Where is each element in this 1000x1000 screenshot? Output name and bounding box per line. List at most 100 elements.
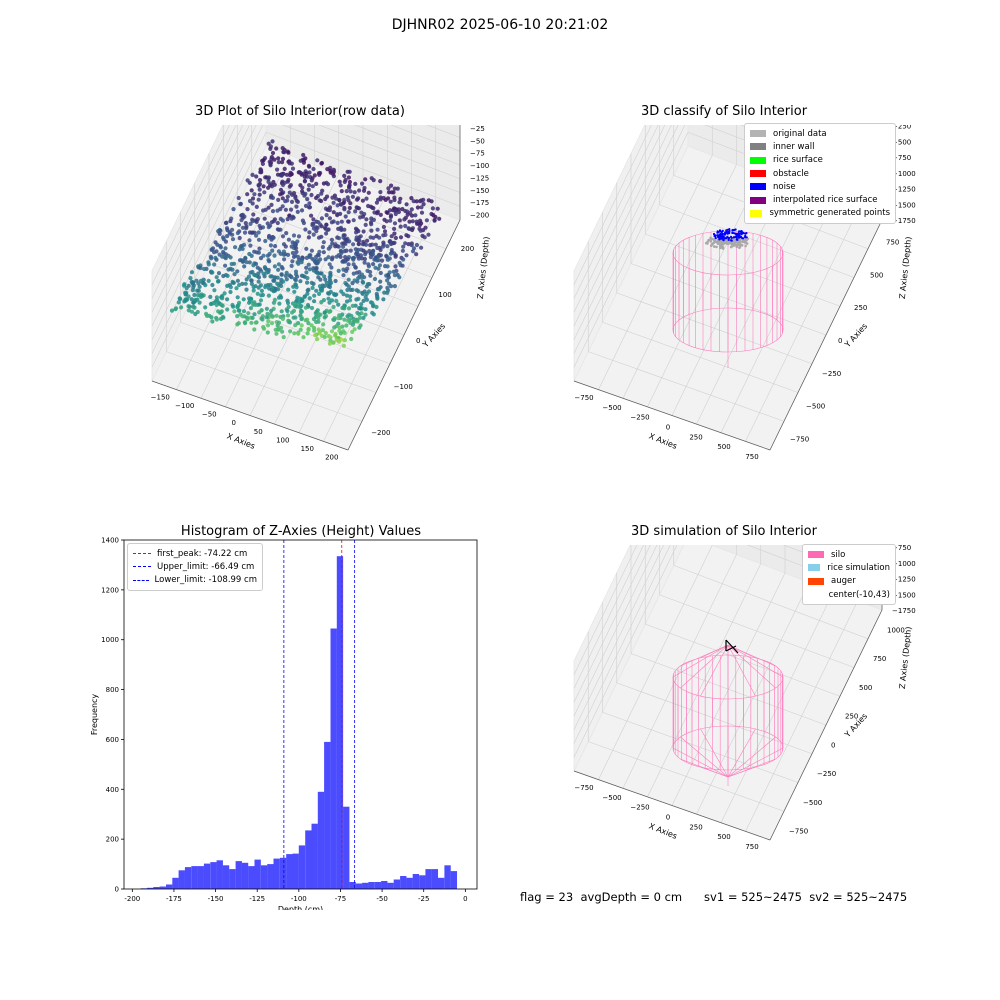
x-tick-label: −750	[574, 784, 593, 792]
histogram-bar	[362, 882, 369, 889]
data-point	[314, 288, 319, 293]
data-point	[365, 238, 370, 243]
data-point	[335, 203, 340, 208]
grid-line	[151, 125, 230, 285]
data-point	[400, 263, 405, 268]
data-point	[269, 184, 275, 189]
grid-line	[745, 210, 859, 442]
legend-swatch	[750, 130, 766, 138]
data-point	[220, 296, 225, 301]
roof-line	[672, 644, 729, 678]
data-point	[270, 314, 275, 319]
data-point	[341, 273, 346, 278]
data-point	[381, 233, 386, 238]
data-point	[391, 269, 396, 274]
data-point	[275, 323, 280, 328]
floor-line	[672, 747, 729, 778]
y-tick-label: −750	[790, 436, 809, 444]
data-point	[324, 231, 329, 236]
noise-point	[745, 232, 748, 235]
data-point	[326, 296, 331, 301]
data-point	[369, 228, 374, 233]
data-point	[248, 221, 253, 226]
back-left-pane	[573, 545, 685, 772]
data-point	[400, 248, 405, 253]
data-point	[414, 252, 419, 257]
original-point	[709, 239, 713, 243]
data-point	[351, 218, 356, 223]
data-point	[363, 177, 368, 182]
original-point	[733, 238, 737, 241]
data-point	[228, 255, 233, 260]
data-point	[389, 183, 394, 188]
data-point	[348, 294, 353, 299]
x-tick-label: -200	[124, 895, 140, 903]
z-tick-label: −1250	[892, 186, 916, 194]
data-point	[296, 234, 302, 239]
data-point	[298, 309, 304, 315]
data-point	[331, 340, 336, 345]
data-point	[345, 287, 350, 293]
data-point	[414, 199, 419, 204]
grid-line	[659, 594, 855, 668]
data-point	[344, 323, 349, 328]
data-point	[371, 178, 376, 183]
z-axis-label: Z Axies (Depth)	[898, 236, 914, 299]
noise-point	[728, 229, 731, 233]
data-point	[260, 161, 265, 166]
data-point	[252, 327, 257, 332]
original-point	[706, 242, 709, 245]
data-point	[393, 264, 398, 269]
data-point	[331, 304, 336, 310]
histogram-bar	[254, 859, 261, 889]
data-point	[259, 288, 264, 293]
data-point	[372, 276, 378, 282]
data-point	[329, 257, 335, 262]
data-point	[283, 244, 288, 249]
legend-entry: first_peak: -74.22 cm	[133, 547, 257, 560]
data-point	[307, 201, 312, 206]
data-point	[309, 323, 314, 328]
data-point	[342, 306, 347, 311]
histogram-bar	[216, 860, 223, 889]
data-point	[307, 183, 312, 188]
data-point	[360, 181, 365, 186]
data-point	[339, 202, 344, 207]
legend-label: inner wall	[773, 141, 815, 152]
noise-point	[726, 232, 729, 235]
data-point	[351, 242, 356, 247]
legend-swatch	[750, 196, 766, 204]
data-point	[359, 302, 364, 307]
data-point	[347, 179, 352, 185]
x-tick-label: 0	[666, 424, 670, 432]
histogram-bar	[178, 870, 185, 889]
data-point	[341, 343, 346, 348]
original-point	[726, 242, 730, 245]
data-point	[345, 169, 350, 174]
data-point	[249, 278, 254, 283]
z-tick-label: −1000	[892, 170, 916, 178]
grid-line	[298, 201, 412, 433]
data-point	[314, 181, 319, 186]
data-point	[252, 192, 257, 197]
flag-text: flag = 23	[520, 890, 574, 904]
data-point	[312, 299, 317, 304]
noise-point	[732, 236, 735, 239]
data-point	[197, 284, 202, 289]
data-point	[295, 209, 300, 214]
data-point	[362, 260, 367, 265]
data-point	[188, 276, 193, 281]
floor-line	[700, 728, 729, 778]
data-point	[392, 226, 397, 231]
data-point	[291, 233, 297, 238]
data-point	[225, 273, 230, 278]
data-point	[332, 325, 337, 330]
data-point	[321, 322, 326, 327]
data-point	[192, 292, 197, 298]
data-point	[321, 181, 326, 186]
data-point	[325, 167, 330, 172]
x-tick-label: -125	[249, 895, 265, 903]
data-point	[240, 259, 245, 264]
data-point	[319, 216, 324, 221]
x-axis-line	[151, 380, 349, 451]
